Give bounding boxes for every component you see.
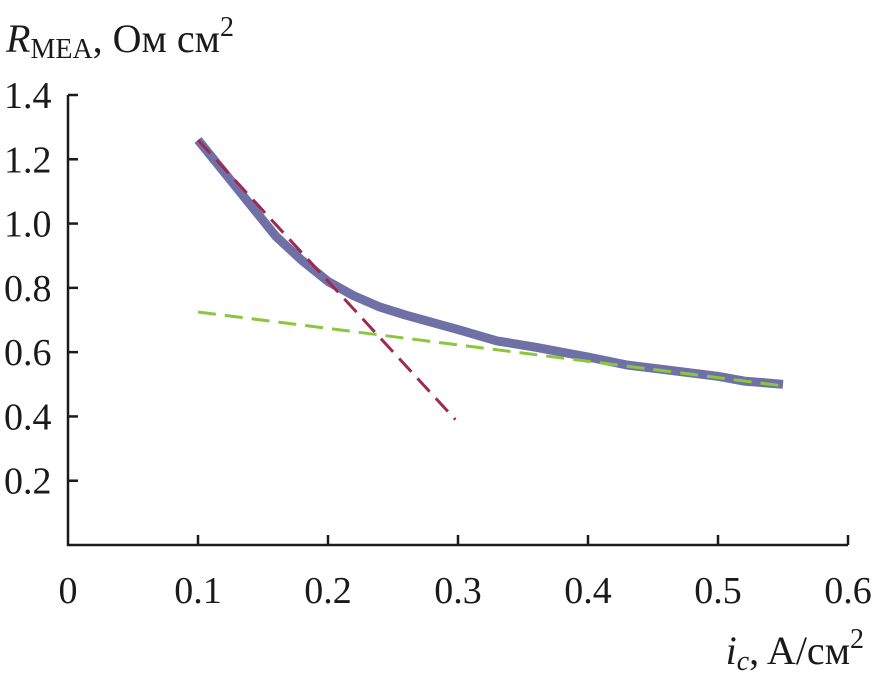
series-line-dashed-steep <box>196 138 457 421</box>
x-axis-units-superscript: 2 <box>850 624 864 655</box>
y-tick-label: 0.6 <box>4 332 52 374</box>
ticks: 0 0.1 0.2 0.3 0.4 0.5 0.6 0.2 0.4 0.6 0.8 1.0 1.2 1.4 <box>4 75 872 612</box>
y-axis-title: RMEA, Ом см2 <box>5 12 234 65</box>
y-tick-label: 1.4 <box>4 75 52 117</box>
y-axis-symbol: R <box>5 16 30 61</box>
y-tick-label: 0.8 <box>4 268 52 310</box>
series-line-measured <box>194 137 784 389</box>
x-axis-subscript: c <box>737 646 750 677</box>
x-tick-label: 0 <box>59 570 78 612</box>
x-axis-title: ic, A/см2 <box>726 624 864 677</box>
x-axis-units: , A/см <box>749 628 850 673</box>
series-group <box>194 137 784 421</box>
y-tick-label: 0.2 <box>4 461 52 503</box>
x-tick-label: 0.4 <box>564 570 612 612</box>
y-tick-label: 1.2 <box>4 139 52 181</box>
y-axis-subscript: MEA <box>30 34 93 65</box>
y-tick-label: 0.4 <box>4 396 52 438</box>
x-tick-label: 0.5 <box>694 570 742 612</box>
x-tick-label: 0.2 <box>304 570 352 612</box>
axis-lines <box>66 95 848 547</box>
y-axis-units-superscript: 2 <box>220 12 234 43</box>
y-tick-label: 1.0 <box>4 204 52 246</box>
y-axis-units: , Ом см <box>93 16 220 61</box>
series-line-dashed-shallow <box>197 310 784 388</box>
x-tick-label: 0.1 <box>174 570 222 612</box>
x-tick-label: 0.6 <box>824 570 872 612</box>
x-tick-label: 0.3 <box>434 570 482 612</box>
axes <box>66 95 848 547</box>
x-axis-symbol: i <box>726 628 737 673</box>
